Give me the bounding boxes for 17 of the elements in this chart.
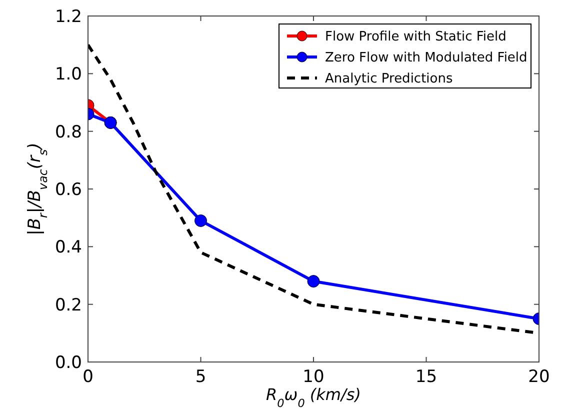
point: [307, 275, 320, 288]
x-tick-label: 5: [195, 367, 206, 387]
x-tick-label: 0: [82, 367, 94, 387]
y-tick-label: 0.0: [54, 352, 82, 373]
y-tick-label: 0.4: [54, 238, 82, 258]
legend-label: Zero Flow with Modulated Field: [325, 50, 528, 66]
x-tick-label: 10: [302, 367, 324, 387]
x-axis-title: R$_{0}$ω$_{0}$ (km/s): [266, 385, 361, 410]
y-tick-label: 0.8: [54, 122, 82, 142]
y-tick-label: 0.2: [54, 295, 82, 316]
legend-label: Flow Profile with Static Field: [325, 30, 506, 45]
legend-label: Analytic Predictions: [325, 72, 453, 87]
x-tick-label: 15: [415, 367, 438, 387]
y-tick-label: 1.2: [54, 6, 82, 27]
y-tick-label: 0.6: [54, 180, 82, 200]
y-tick-label: 1.0: [54, 64, 82, 85]
x-tick-label: 20: [528, 367, 550, 387]
